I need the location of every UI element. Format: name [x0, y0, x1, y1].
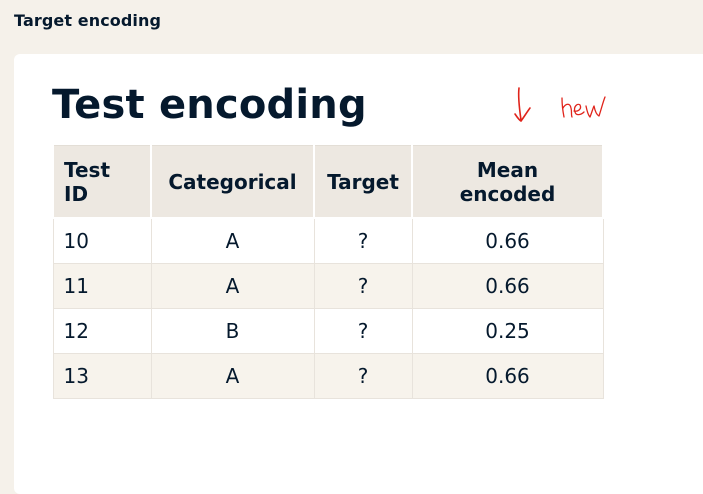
header-mean-line1: Mean: [476, 157, 539, 182]
cell-categorical: A: [150, 353, 315, 399]
cell-target: ?: [313, 217, 413, 264]
cell-categorical: B: [150, 308, 315, 354]
encoding-table: Test ID Categorical Target Mean encoded …: [52, 145, 604, 399]
header-test-id: Test ID: [52, 145, 152, 219]
cell-categorical: A: [150, 263, 315, 309]
header-test-id-line2: ID: [64, 181, 89, 206]
cell-test-id: 13: [52, 353, 152, 399]
table-row: 11 A ? 0.66: [52, 263, 604, 309]
cell-target: ?: [313, 263, 413, 309]
header-categorical: Categorical: [150, 145, 315, 219]
arrow-down-icon: [514, 87, 606, 123]
cell-test-id: 10: [52, 217, 152, 264]
slide-title: Test encoding: [52, 82, 367, 128]
cell-target: ?: [313, 353, 413, 399]
header-mean-line2: encoded: [459, 181, 556, 206]
cell-mean-encoded: 0.66: [411, 353, 604, 399]
top-bar: Target encoding: [0, 0, 703, 50]
header-test-id-line1: Test: [64, 157, 111, 182]
course-title: Target encoding: [14, 11, 162, 30]
table-row: 12 B ? 0.25: [52, 308, 604, 354]
table-header-row: Test ID Categorical Target Mean encoded: [52, 145, 604, 219]
handwritten-annotation: [510, 84, 610, 130]
header-target: Target: [313, 145, 413, 219]
cell-test-id: 11: [52, 263, 152, 309]
cell-categorical: A: [150, 217, 315, 264]
cell-mean-encoded: 0.25: [411, 308, 604, 354]
cell-test-id: 12: [52, 308, 152, 354]
cell-mean-encoded: 0.66: [411, 217, 604, 264]
cell-target: ?: [313, 308, 413, 354]
header-mean-encoded: Mean encoded: [411, 145, 604, 219]
cell-mean-encoded: 0.66: [411, 263, 604, 309]
table-row: 13 A ? 0.66: [52, 353, 604, 399]
table-row: 10 A ? 0.66: [52, 217, 604, 264]
